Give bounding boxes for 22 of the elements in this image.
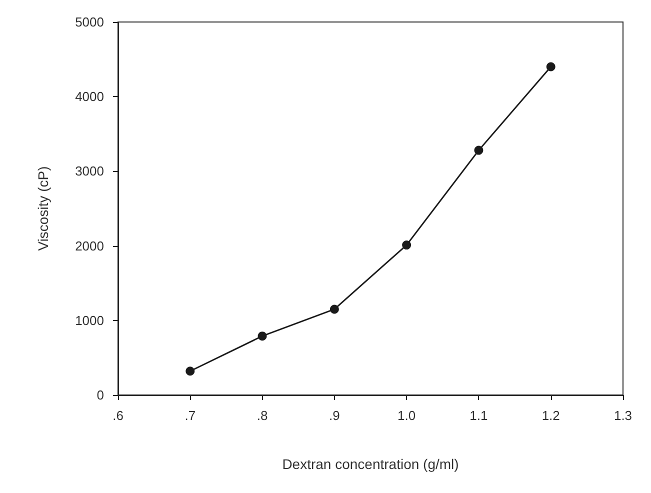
- x-axis-title: Dextran concentration (g/ml): [282, 456, 459, 472]
- x-tick-label: .9: [329, 408, 340, 423]
- x-tick-label: 1.1: [470, 408, 488, 423]
- x-tick-label: .6: [112, 408, 124, 423]
- y-tick-label: 0: [96, 388, 104, 402]
- point: [474, 146, 484, 155]
- y-tick-label: 4000: [75, 89, 104, 104]
- x-tick-label: 1.3: [614, 408, 632, 423]
- x-tick-label: 1.2: [542, 408, 560, 423]
- y-tick-label: 2000: [75, 238, 104, 254]
- point: [402, 240, 412, 250]
- point: [546, 62, 556, 72]
- y-axis-title: Viscosity (cP): [35, 166, 51, 251]
- x-tick-label: .8: [256, 408, 268, 423]
- point: [258, 332, 267, 341]
- x-tick-label: 1.0: [398, 408, 416, 423]
- y-tick-label: 5000: [75, 14, 104, 30]
- point: [186, 366, 195, 376]
- point: [330, 304, 339, 314]
- x-tick-label: .7: [184, 408, 196, 423]
- y-tick-label: 1000: [75, 312, 104, 328]
- y-tick-label: 3000: [75, 164, 104, 179]
